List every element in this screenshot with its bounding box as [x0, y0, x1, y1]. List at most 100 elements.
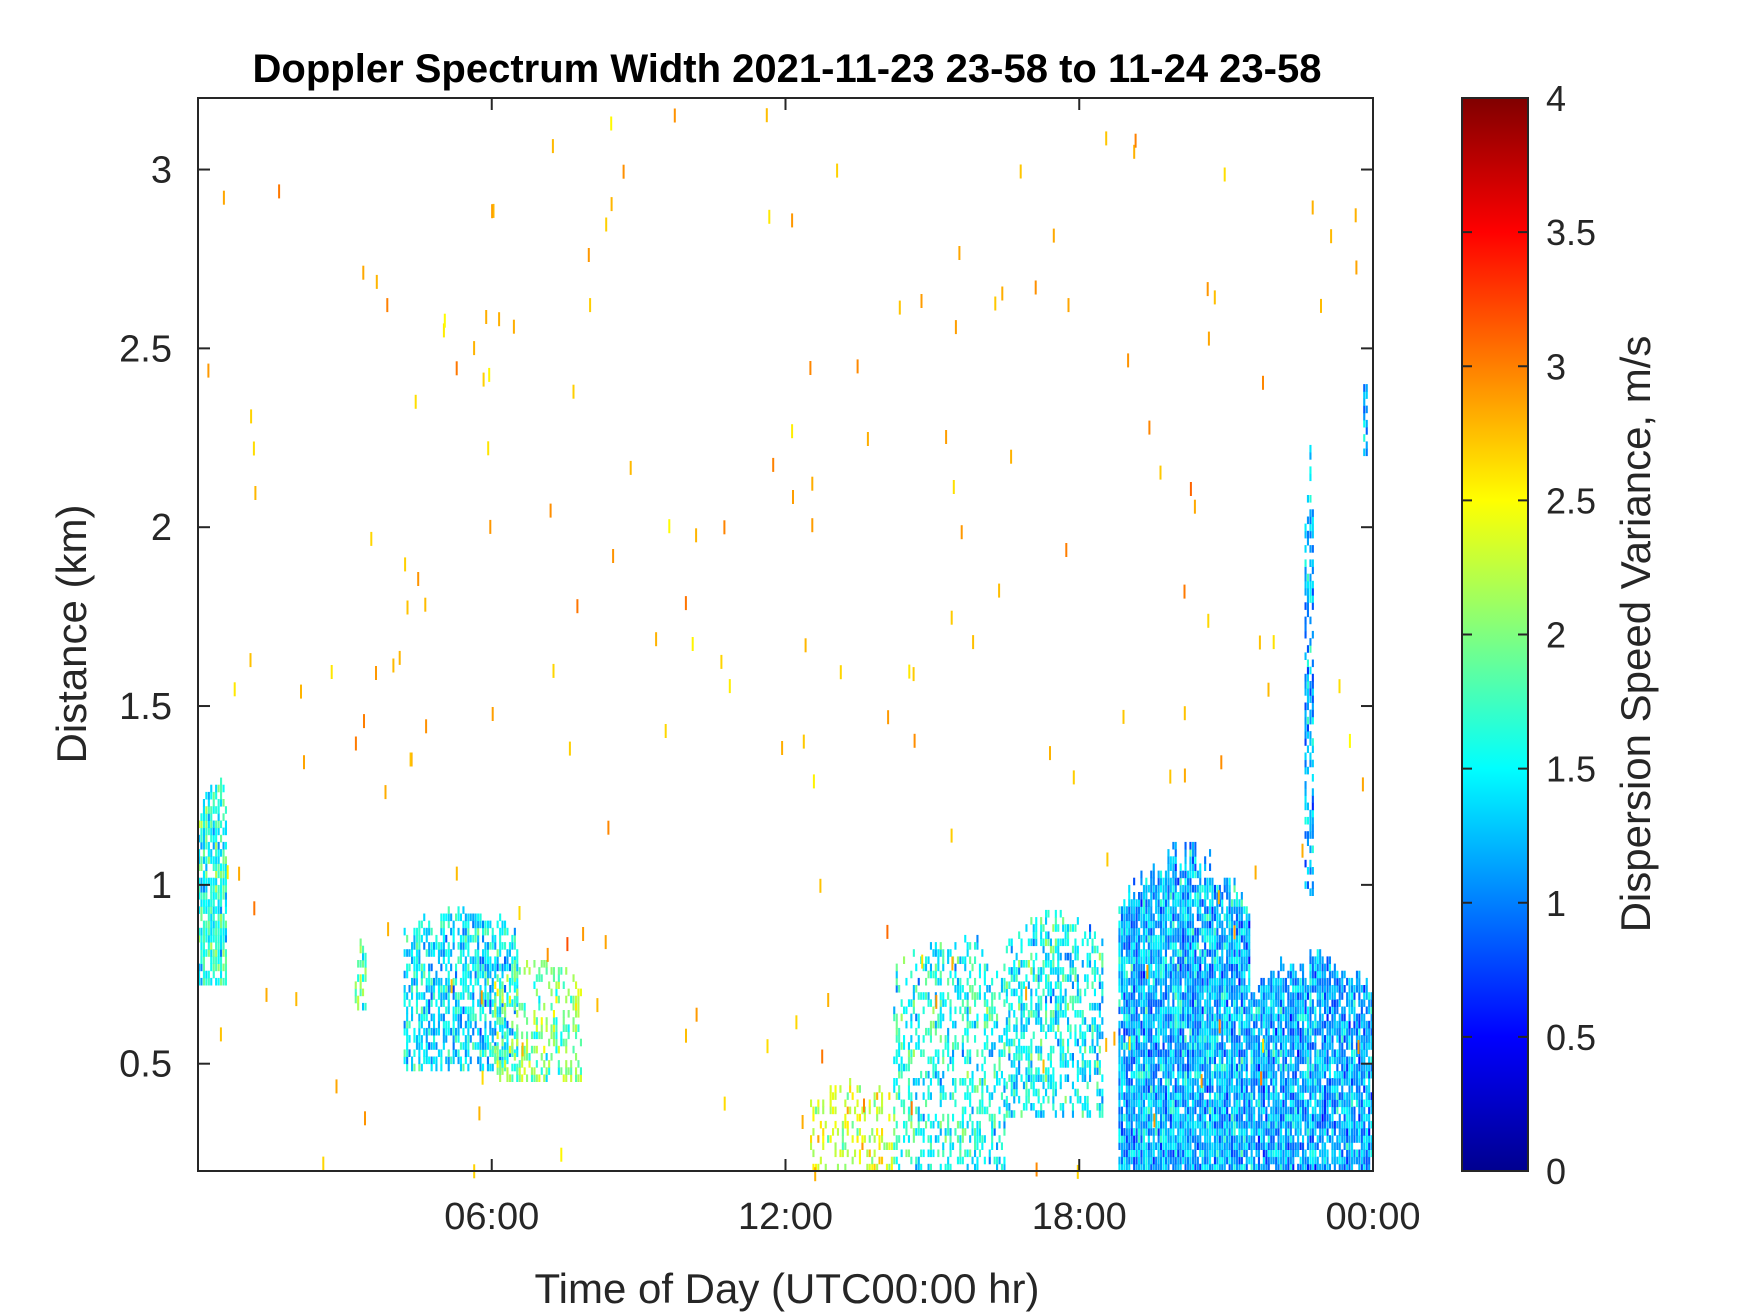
- heatmap-cell: [207, 799, 210, 807]
- heatmap-cell: [1177, 1078, 1180, 1086]
- heatmap-cell: [920, 1163, 923, 1172]
- heatmap-cell: [494, 934, 497, 943]
- heatmap-cell: [893, 1078, 896, 1086]
- heatmap-cell: [1059, 1081, 1062, 1090]
- heatmap-cell: [1147, 985, 1150, 993]
- heatmap-cell: [1179, 1092, 1182, 1100]
- heatmap-cell: [1140, 1113, 1143, 1122]
- heatmap-cell: [991, 1027, 994, 1036]
- heatmap-cell: [1265, 999, 1268, 1007]
- heatmap-cell: [1306, 1128, 1309, 1136]
- heatmap-cell: [1260, 1106, 1263, 1115]
- heatmap-cell: [1160, 1099, 1163, 1108]
- heatmap-cell: [1142, 1027, 1145, 1036]
- heatmap-cell: [403, 985, 406, 993]
- heatmap-cell: [1013, 1088, 1016, 1097]
- heatmap-cell: [1145, 1063, 1148, 1072]
- heatmap-cell: [1167, 970, 1170, 979]
- heatmap-cell: [1221, 899, 1224, 907]
- heatmap-cell: [1089, 1002, 1092, 1011]
- heatmap-cell: [1297, 977, 1300, 986]
- heatmap-cell: [533, 1067, 536, 1075]
- heatmap-cell: [1152, 863, 1155, 871]
- heatmap-cell: [1233, 999, 1236, 1007]
- heatmap-cell: [469, 956, 472, 964]
- heatmap-cell: [1123, 1013, 1126, 1022]
- heatmap-cell: [1196, 985, 1199, 993]
- heatmap-cell: [452, 920, 455, 929]
- heatmap-cell: [533, 1010, 536, 1018]
- heatmap-cell: [474, 927, 477, 936]
- heatmap-cell: [560, 1031, 563, 1040]
- heatmap-cell: [1321, 1135, 1324, 1143]
- heatmap-cell: [1086, 1110, 1089, 1118]
- heatmap-cell: [462, 985, 465, 993]
- heatmap-cell: [1135, 977, 1138, 986]
- heatmap-cell: [1162, 927, 1165, 936]
- heatmap-cell: [224, 934, 227, 943]
- heatmap-cell: [1135, 985, 1138, 993]
- heatmap-cell: [1211, 1035, 1214, 1043]
- heatmap-cell: [1319, 1120, 1322, 1129]
- heatmap-cell: [1189, 1113, 1192, 1122]
- heatmap-cell: [1084, 1074, 1087, 1082]
- heatmap-cell: [1213, 1142, 1216, 1150]
- heatmap-cell: [1272, 1128, 1275, 1136]
- heatmap-cell: [817, 1135, 820, 1143]
- heatmap-cell: [1253, 1056, 1256, 1065]
- heatmap-cell: [1123, 1113, 1126, 1122]
- heatmap-cell: [1184, 849, 1187, 857]
- heatmap-cell: [1032, 1031, 1035, 1040]
- heatmap-cell: [942, 999, 945, 1007]
- heatmap-cell: [817, 1163, 820, 1172]
- heatmap-cell: [459, 1042, 462, 1050]
- heatmap-cell: [560, 1067, 563, 1075]
- heatmap-cell: [1292, 1149, 1295, 1158]
- heatmap-cell: [1081, 1103, 1084, 1111]
- heatmap-cell: [952, 1063, 955, 1072]
- heatmap-cell: [1187, 1006, 1190, 1015]
- heatmap-cell: [1231, 963, 1234, 972]
- heatmap-cell: [1125, 992, 1128, 1000]
- heatmap-cell: [974, 1135, 977, 1143]
- heatmap-cell: [1179, 1006, 1182, 1015]
- heatmap-cell: [915, 1078, 918, 1086]
- heatmap-cell: [1013, 988, 1016, 997]
- heatmap-cell: [952, 977, 955, 986]
- heatmap-cell: [1209, 1163, 1212, 1172]
- heatmap-cell: [966, 992, 969, 1000]
- heatmap-cell: [1204, 970, 1207, 979]
- heatmap-cell: [1216, 1035, 1219, 1043]
- heatmap-cell: [1047, 909, 1050, 918]
- heatmap-cell: [991, 1128, 994, 1136]
- heatmap-cell: [925, 1070, 928, 1079]
- heatmap-cell: [1240, 949, 1243, 957]
- heatmap-cell: [1057, 974, 1060, 982]
- heatmap-cell: [1282, 1035, 1285, 1043]
- heatmap-cell: [504, 956, 507, 964]
- heatmap-cell: [1226, 1085, 1229, 1093]
- heatmap-cell: [224, 820, 227, 829]
- heatmap-cell: [932, 1056, 935, 1065]
- heatmap-cell: [1015, 974, 1018, 982]
- heatmap-cell: [1187, 992, 1190, 1000]
- heatmap-cell: [1049, 1074, 1052, 1082]
- heatmap-cell: [1282, 1142, 1285, 1150]
- heatmap-cell: [1201, 1120, 1204, 1129]
- heatmap-cell: [1177, 970, 1180, 979]
- heatmap-cell: [1059, 1103, 1062, 1111]
- heatmap-cell: [1297, 1020, 1300, 1029]
- heatmap-cell: [910, 1020, 913, 1029]
- heatmap-cell: [929, 1149, 932, 1158]
- heatmap-cell: [1022, 1010, 1025, 1018]
- heatmap-cell: [212, 956, 215, 964]
- heatmap-cell: [1155, 1128, 1158, 1136]
- heatmap-cell: [1299, 977, 1302, 986]
- heatmap-cell: [1250, 992, 1253, 1000]
- heatmap-cell: [1209, 949, 1212, 957]
- heatmap-cell: [570, 1074, 573, 1082]
- heatmap-cell: [1164, 1149, 1167, 1158]
- heatmap-cell: [1235, 1149, 1238, 1158]
- heatmap-cell: [1150, 1106, 1153, 1115]
- heatmap-cell: [489, 1027, 492, 1036]
